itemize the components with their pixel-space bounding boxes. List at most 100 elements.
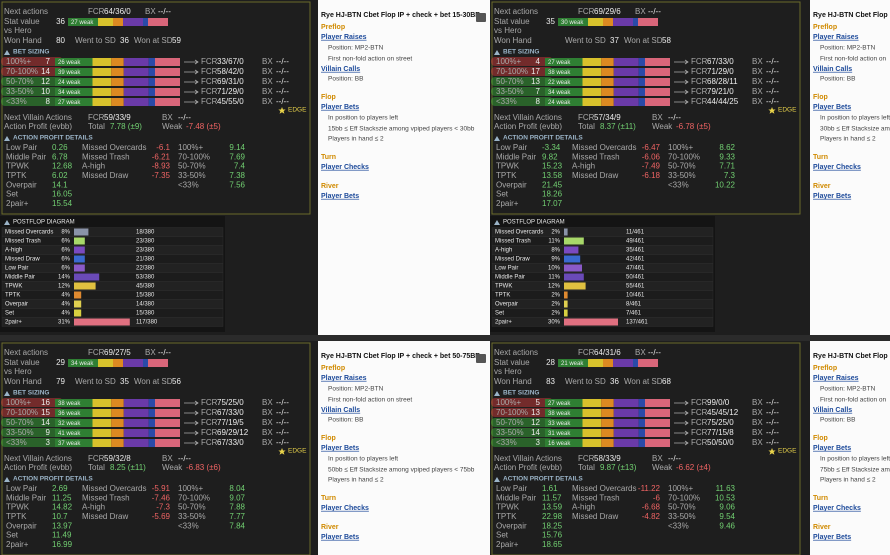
sidebar-link[interactable]: Villain Calls xyxy=(813,66,852,73)
wsd-value: 68 xyxy=(662,377,671,386)
detail-value: -7.3 xyxy=(156,503,170,512)
label: Weak xyxy=(652,463,673,472)
fcr-value: 71/29/0 xyxy=(707,67,734,76)
count-label: 49/461 xyxy=(626,239,645,245)
label: FCR xyxy=(201,97,218,106)
weak-label: 16 weak xyxy=(548,441,571,447)
bx-value: --/-- xyxy=(178,454,191,463)
pct-label: 14% xyxy=(58,275,71,281)
collapse-icon xyxy=(4,220,10,225)
section-header: ACTION PROFIT DETAILS xyxy=(503,476,583,483)
bar-segment xyxy=(588,359,603,367)
sidebar-link[interactable]: Villain Calls xyxy=(813,407,852,414)
bar-segment xyxy=(582,419,602,427)
hand-bar xyxy=(564,255,581,263)
sidebar-link[interactable]: Villain Calls xyxy=(321,66,360,73)
sd-value: 36 xyxy=(120,36,129,45)
sidebar-section: Turn xyxy=(813,154,828,161)
detail-value: 1.61 xyxy=(542,484,558,493)
label: BX xyxy=(162,113,173,122)
sidebar-link[interactable]: Player Bets xyxy=(321,534,359,541)
sidebar-link[interactable]: Player Raises xyxy=(321,34,367,41)
detail-label: 70-100% xyxy=(668,152,700,161)
arrow xyxy=(674,400,689,406)
bar-segment xyxy=(638,78,645,86)
detail-value: 8.62 xyxy=(719,143,735,152)
detail-value: 2.69 xyxy=(52,484,68,493)
sidebar-link[interactable]: Player Bets xyxy=(813,104,851,111)
bar-segment xyxy=(645,409,670,417)
label: FCR xyxy=(691,428,708,437)
detail-label: A-high xyxy=(572,503,595,512)
detail-label: Middle Pair xyxy=(6,152,46,161)
detail-value: 22.98 xyxy=(542,512,563,521)
pin-icon[interactable] xyxy=(476,354,486,363)
count-label: 53/380 xyxy=(136,275,155,281)
label: FCR xyxy=(88,113,105,122)
label: FCR xyxy=(691,438,708,447)
label: Total xyxy=(88,463,105,472)
bar-segment xyxy=(603,359,613,367)
detail-value: 9.33 xyxy=(719,152,735,161)
sidebar-link[interactable]: Player Bets xyxy=(813,193,851,200)
row-highlight xyxy=(1,57,63,66)
hand-label: TPWK xyxy=(495,284,512,290)
hand-bar xyxy=(74,246,85,254)
sidebar-link[interactable]: Player Checks xyxy=(321,505,369,512)
sidebar-link[interactable]: Player Checks xyxy=(813,164,861,171)
weak-label: 33 weak xyxy=(548,421,571,427)
sidebar-link[interactable]: Player Checks xyxy=(813,505,861,512)
detail-value: 9.82 xyxy=(542,152,558,161)
sidebar-link[interactable]: Player Bets xyxy=(321,193,359,200)
bar-segment xyxy=(111,58,124,66)
weak-label: 34 weak xyxy=(548,90,571,96)
bar-segment xyxy=(601,429,614,437)
bar-segment xyxy=(155,78,180,86)
edge-star xyxy=(768,107,776,114)
sidebar-link[interactable]: Player Bets xyxy=(813,534,851,541)
sidebar-section: River xyxy=(321,524,339,531)
sidebar-link[interactable]: Player Raises xyxy=(813,34,859,41)
label: FCR xyxy=(691,408,708,417)
label: BX xyxy=(752,97,763,106)
label: Next actions xyxy=(494,348,538,357)
sidebar-link[interactable]: Player Bets xyxy=(321,104,359,111)
detail-label: <33% xyxy=(668,521,689,530)
label: Won Hand xyxy=(494,36,532,45)
bar-segment xyxy=(545,78,583,86)
sidebar-link[interactable]: Villain Calls xyxy=(321,407,360,414)
bar-segment xyxy=(613,98,639,106)
label: FCR xyxy=(88,454,105,463)
row-highlight xyxy=(1,428,63,437)
section-header: POSTFLOP DIAGRAM xyxy=(13,220,75,226)
pin-icon[interactable] xyxy=(476,13,486,22)
label: FCR xyxy=(201,408,218,417)
label: Went to SD xyxy=(75,377,116,386)
sidebar-link[interactable]: Player Bets xyxy=(321,445,359,452)
bar-segment xyxy=(123,98,149,106)
label: BX xyxy=(262,57,273,66)
count-label: 15/380 xyxy=(136,293,155,299)
edge-label: EDGE xyxy=(778,107,797,114)
detail-label: <33% xyxy=(668,180,689,189)
sidebar-link[interactable]: Player Checks xyxy=(321,164,369,171)
arrow xyxy=(674,410,689,416)
sidebar-detail: First non-fold action on street xyxy=(328,56,412,63)
diagram-row xyxy=(1,281,224,291)
sidebar-link[interactable]: Player Bets xyxy=(813,445,851,452)
bar-segment xyxy=(92,419,112,427)
arrow xyxy=(674,69,689,75)
sidebar-link[interactable]: Player Raises xyxy=(813,375,859,382)
count-label: 18/380 xyxy=(136,230,155,236)
hand-label: A-high xyxy=(495,248,512,254)
detail-label: Middle Pair xyxy=(6,493,46,502)
bar-segment xyxy=(582,58,602,66)
sidebar-section: Preflop xyxy=(813,24,837,31)
sidebar-link[interactable]: Player Raises xyxy=(321,375,367,382)
bar-segment xyxy=(582,439,602,447)
wsd-value: 58 xyxy=(662,36,671,45)
count-label: 47/461 xyxy=(626,266,645,272)
label: BX xyxy=(752,398,763,407)
detail-label: Missed Draw xyxy=(572,171,618,180)
hand-bar xyxy=(74,291,82,299)
